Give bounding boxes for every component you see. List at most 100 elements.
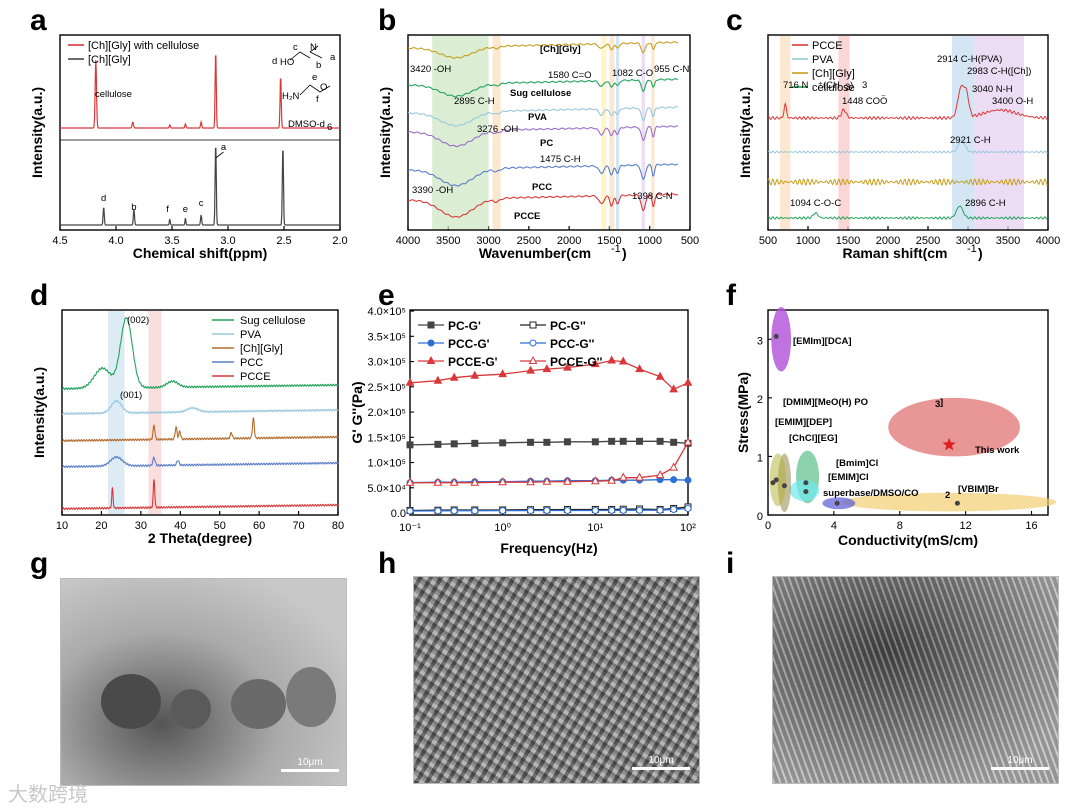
- panel-b-x-tick-label: 4000: [396, 235, 420, 247]
- panel-f-xlabel: Conductivity(mS/cm): [838, 532, 978, 548]
- panel-c-annotation: 2914 C-H(PVA): [937, 54, 1002, 65]
- panel-d-series-line: [61, 417, 339, 443]
- panel-e-point: [656, 437, 664, 445]
- panel-f-label: This work: [975, 445, 1020, 456]
- panel-e-series-line: [410, 441, 689, 484]
- molecule-label: O: [320, 82, 327, 93]
- panel-e-point: [406, 507, 414, 515]
- panel-f-label: [Bmim]Cl: [836, 458, 878, 469]
- panel-a-x-tick-label: 4.0: [108, 235, 123, 247]
- panel-e-x-tick-label: 10¹: [587, 522, 603, 534]
- panel-e-point: [590, 359, 600, 368]
- panel-e-point: [405, 477, 415, 486]
- panel-a-peak-label: d: [101, 193, 106, 204]
- panel-e-point: [563, 438, 571, 446]
- panel-d-x-tick-label: 60: [253, 520, 265, 532]
- panel-c-xlabel-sup: -1: [967, 243, 977, 255]
- panel-f-point: [834, 500, 840, 506]
- panel-e-point: [470, 370, 480, 379]
- panel-f-label: [DMIM][MeO(H) PO: [783, 397, 868, 408]
- panel-e-y-tick-label: 0.0: [391, 508, 406, 520]
- molecule-label: e: [312, 72, 317, 83]
- panel-e-legend-marker: [528, 355, 538, 364]
- panel-f-label: ]: [940, 397, 943, 408]
- panel-b-x-tick-label: 2500: [517, 235, 541, 247]
- panel-e-point: [526, 365, 535, 374]
- panel-a-ylabel: Intensity(a.u.): [29, 87, 45, 178]
- panel-d-x-tick-label: 50: [214, 520, 226, 532]
- panel-e-point: [499, 439, 507, 447]
- panel-label-c: c: [726, 4, 743, 37]
- panel-a-xlabel: Chemical shift(ppm): [133, 245, 268, 261]
- panel-c-annotation: 3: [862, 80, 867, 91]
- panel-e-point: [590, 476, 600, 485]
- panel-b-axes: [407, 34, 691, 231]
- sem-image-i: 10μm: [772, 576, 1059, 784]
- panel-c-series-line: [767, 177, 1049, 187]
- panel-c-annotation: ⁺(CH: [818, 80, 840, 91]
- panel-e-point: [542, 476, 552, 485]
- panel-e-point: [406, 441, 414, 449]
- molecule-label: H₂N: [282, 91, 300, 102]
- panel-b-series-line: [407, 125, 678, 148]
- panel-c-x-tick-label: 3000: [956, 235, 980, 247]
- panel-label-g: g: [30, 547, 48, 580]
- panel-label-b: b: [378, 4, 396, 37]
- panel-f-y-tick-label: 2: [757, 394, 763, 406]
- panel-a-arrow: [215, 151, 224, 159]
- panel-d-series-line: [61, 455, 339, 469]
- panel-b-x-tick-label: 2000: [557, 235, 581, 247]
- panel-e-point: [434, 440, 442, 448]
- panel-f-point: [954, 500, 960, 506]
- panel-f-y-tick-label: 3: [757, 335, 763, 347]
- panel-c-annotation: 3: [845, 82, 850, 93]
- panel-e-legend-label: PCC-G'': [550, 337, 595, 351]
- panel-e-point: [670, 438, 678, 446]
- panel-f-label: [EMIM]Cl: [828, 472, 869, 483]
- panel-d-x-tick-label: 70: [292, 520, 304, 532]
- panel-c-annotation: 716 N: [783, 80, 808, 91]
- panel-b-band: [615, 36, 620, 229]
- panel-b-x-tick-label: 1000: [637, 235, 661, 247]
- panel-e-point: [498, 369, 508, 378]
- panel-d-annotation: (001): [120, 390, 142, 401]
- panel-e-legend-label: PCCE-G'': [550, 355, 603, 369]
- panel-f-point: [770, 480, 776, 486]
- panel-e-y-tick-label: 3.0×10⁵: [367, 357, 406, 369]
- molecule-label: f: [316, 94, 319, 105]
- panel-e-point: [498, 477, 508, 486]
- panel-e-point: [591, 438, 599, 446]
- panel-e-point: [669, 462, 678, 471]
- panel-e-point: [471, 507, 479, 515]
- panel-e-point: [670, 505, 678, 513]
- panel-b-annotation: 3276 -OH: [477, 124, 518, 135]
- panel-label-d: d: [30, 279, 48, 312]
- panel-c-x-tick-label: 1500: [836, 235, 860, 247]
- panel-e-point: [449, 372, 459, 381]
- panel-f-label: 2: [945, 490, 950, 501]
- panel-c-xlabel-end: ): [978, 245, 983, 261]
- panel-c-band: [974, 36, 1024, 229]
- panel-e-point: [405, 377, 415, 386]
- panel-e-legend-label: PC-G': [448, 319, 481, 333]
- panel-a-legend-label: [Ch][Gly]: [88, 54, 131, 66]
- panel-b-annotation: 1580 C=O: [548, 70, 592, 81]
- panel-f-x-tick-label: 4: [831, 520, 837, 532]
- panel-d-legend-label: PCCE: [240, 371, 271, 383]
- panel-label-h: h: [378, 547, 396, 580]
- scale-label-h: 10μm: [648, 755, 674, 766]
- panel-f-x-tick-label: 8: [897, 520, 903, 532]
- panel-b-series-label: [Ch][Gly]: [540, 44, 581, 55]
- panel-f-x-tick-label: 0: [765, 520, 771, 532]
- panel-b-x-tick-label: 3000: [476, 235, 500, 247]
- panel-e-x-tick-label: 10⁰: [494, 522, 511, 534]
- panel-label-f: f: [726, 279, 737, 312]
- panel-a-molecule: c Nba d HO e H₂N fO: [272, 42, 336, 105]
- watermark: 大数跨境: [8, 782, 88, 806]
- panel-e-point: [636, 506, 644, 514]
- panel-c-annotation: 3400 O-H: [992, 96, 1033, 107]
- panel-b-xlabel-end: ): [622, 245, 627, 261]
- panel-e-point: [527, 438, 535, 446]
- panel-c-axes: [767, 34, 1049, 231]
- panel-c-xlabel: Raman shift(cm: [842, 245, 947, 261]
